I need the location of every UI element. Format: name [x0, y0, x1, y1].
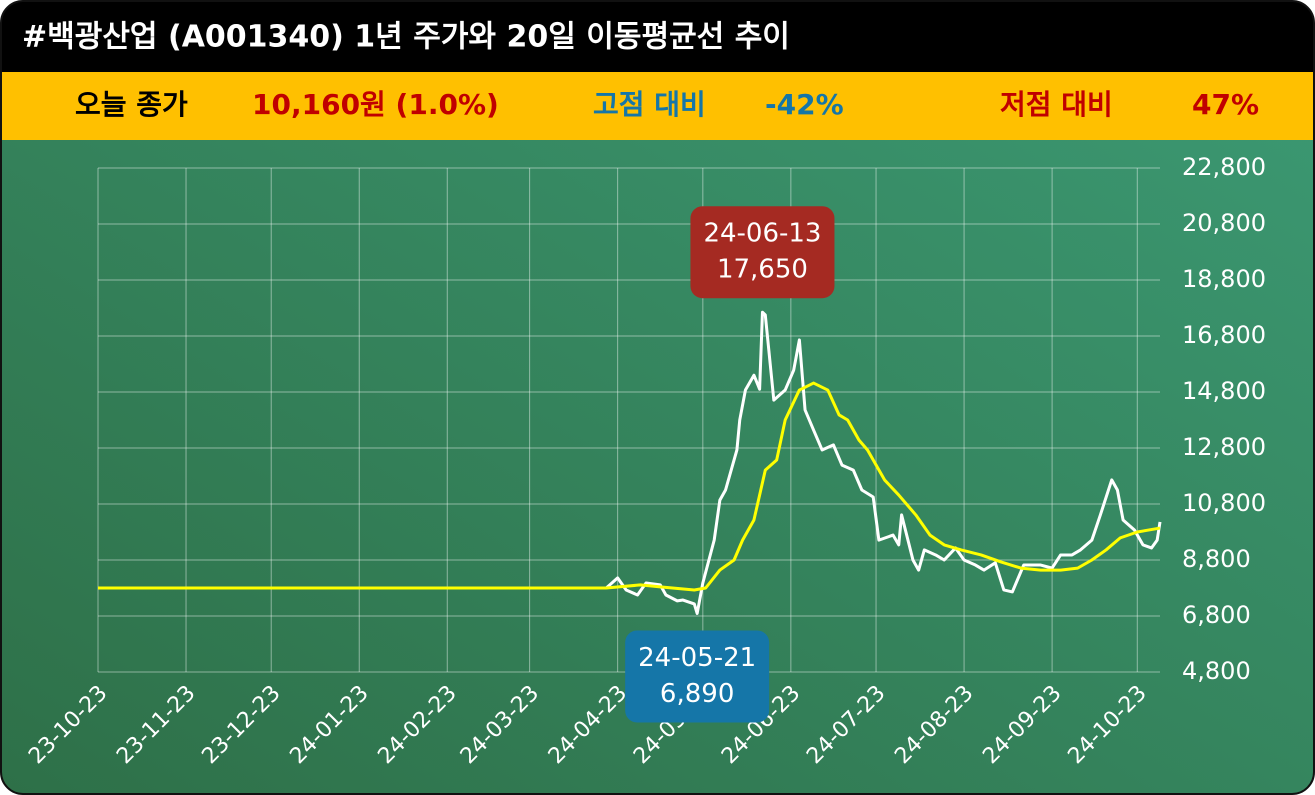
summary-bar [1, 72, 1314, 140]
annotation-box [690, 206, 835, 299]
y-tick-label: 8,800 [1182, 545, 1251, 573]
y-tick-label: 10,800 [1182, 489, 1266, 517]
y-tick-label: 18,800 [1182, 265, 1266, 293]
y-tick-label: 6,800 [1182, 601, 1251, 629]
title-bar [1, 1, 1314, 72]
price-line [98, 381, 1161, 592]
y-tick-label: 16,800 [1182, 321, 1266, 349]
close-value: 10,160원 (1.0%) [252, 88, 499, 121]
title: #백광산업 (A001340) 1년 주가와 20일 이동평균선 추이 [22, 20, 790, 55]
annotation-value: 17,650 [717, 255, 808, 285]
annotation-date: 24-06-13 [703, 219, 821, 249]
y-tick-label: 4,800 [1182, 657, 1251, 685]
y-tick-label: 20,800 [1182, 209, 1266, 237]
annotation-date: 24-05-21 [638, 643, 756, 673]
close-label: 오늘 종가 [75, 88, 188, 121]
high-value: -42% [765, 88, 844, 121]
low-value: 47% [1192, 88, 1259, 121]
annotation-box [625, 630, 770, 723]
low-label: 저점 대비 [1000, 88, 1113, 121]
y-tick-label: 22,800 [1182, 153, 1266, 181]
annotation-value: 6,890 [660, 679, 734, 709]
high-label: 고점 대비 [593, 88, 706, 121]
y-tick-label: 14,800 [1182, 377, 1266, 405]
y-tick-label: 12,800 [1182, 433, 1266, 461]
